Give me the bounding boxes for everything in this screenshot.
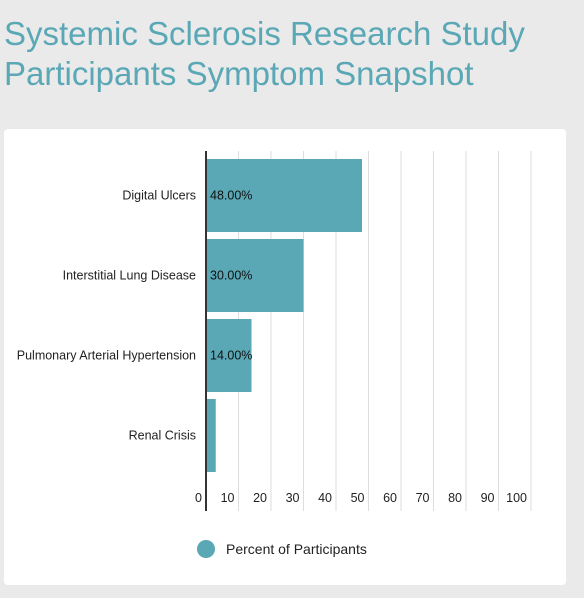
x-tick-label: 70: [416, 491, 430, 505]
x-tick-label: 50: [351, 491, 365, 505]
chart-card: Digital Ulcers Interstitial Lung Disease P…: [4, 129, 566, 585]
x-tick-label: 0: [195, 491, 202, 505]
x-tick-label: 60: [383, 491, 397, 505]
x-tick-label: 30: [286, 491, 300, 505]
bar-chart: Digital Ulcers Interstitial Lung Disease P…: [17, 151, 532, 558]
x-tick-label: 20: [253, 491, 267, 505]
data-labels: 48.00% 30.00% 14.00%: [210, 189, 252, 363]
chart-title: Systemic Sclerosis Research Study Partic…: [4, 15, 525, 92]
x-tick-labels: 0 10 20 30 40 50 60 70 80 90 100: [195, 491, 527, 505]
legend-label: Percent of Participants: [226, 541, 367, 557]
bar: [206, 399, 216, 472]
data-label: 14.00%: [210, 349, 252, 363]
category-label: Digital Ulcers: [122, 189, 196, 203]
x-tick-label: 80: [448, 491, 462, 505]
category-label: Renal Crisis: [129, 429, 196, 443]
x-tick-label: 90: [481, 491, 495, 505]
bar: [206, 319, 252, 392]
bar: [206, 159, 362, 232]
category-label: Interstitial Lung Disease: [63, 269, 196, 283]
category-label: Pulmonary Arterial Hypertension: [17, 349, 196, 363]
bars: [206, 159, 362, 472]
legend-swatch: [197, 540, 215, 558]
data-label: 30.00%: [210, 269, 252, 283]
category-labels: Digital Ulcers Interstitial Lung Disease P…: [17, 189, 196, 443]
legend[interactable]: Percent of Participants: [197, 540, 367, 558]
data-label: 48.00%: [210, 189, 252, 203]
x-tick-label: 10: [221, 491, 235, 505]
x-tick-label: 100: [506, 491, 527, 505]
bar: [206, 239, 304, 312]
x-tick-label: 40: [318, 491, 332, 505]
